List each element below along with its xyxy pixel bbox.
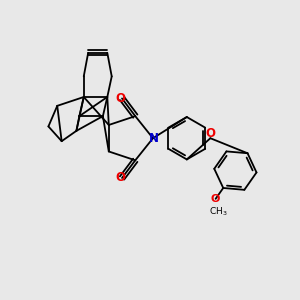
Text: N: N	[148, 132, 158, 145]
Text: O: O	[206, 127, 215, 140]
Text: $\mathregular{CH_3}$: $\mathregular{CH_3}$	[209, 206, 228, 218]
Text: O: O	[116, 92, 126, 105]
Text: O: O	[211, 194, 220, 204]
Text: O: O	[116, 172, 126, 184]
